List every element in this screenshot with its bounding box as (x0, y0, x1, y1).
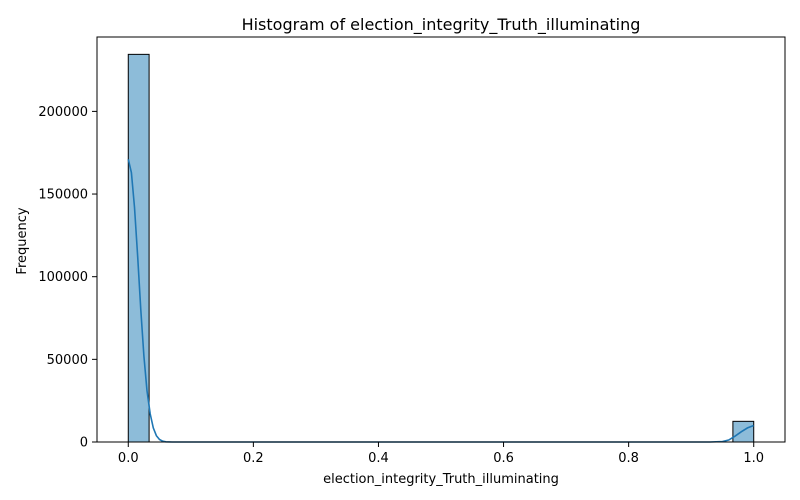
y-tick-label: 200000 (38, 105, 88, 120)
x-tick-label: 0.0 (118, 451, 139, 466)
y-tick-label: 100000 (38, 270, 88, 285)
x-tick-label: 0.2 (243, 451, 264, 466)
y-tick-label: 150000 (38, 188, 88, 203)
histogram-bar-1 (732, 420, 755, 443)
plot-frame (96, 36, 786, 443)
x-tick-label: 1.0 (743, 451, 764, 466)
x-tick-label: 0.8 (618, 451, 639, 466)
kde-curve (127, 159, 754, 443)
x-tick-label: 0.4 (368, 451, 389, 466)
y-axis-label: Frequency (15, 207, 30, 274)
y-tick-label: 0 (80, 436, 88, 451)
y-tick-label: 50000 (47, 353, 88, 368)
x-axis-label: election_integrity_Truth_illuminating (323, 472, 559, 487)
x-tick-label: 0.6 (493, 451, 514, 466)
plot-area: 0.0 0.2 0.4 0.6 0.8 1.0 0 50000 100000 150000 2000… (38, 36, 786, 466)
chart-title: Histogram of election_integrity_Truth_il… (242, 15, 641, 35)
